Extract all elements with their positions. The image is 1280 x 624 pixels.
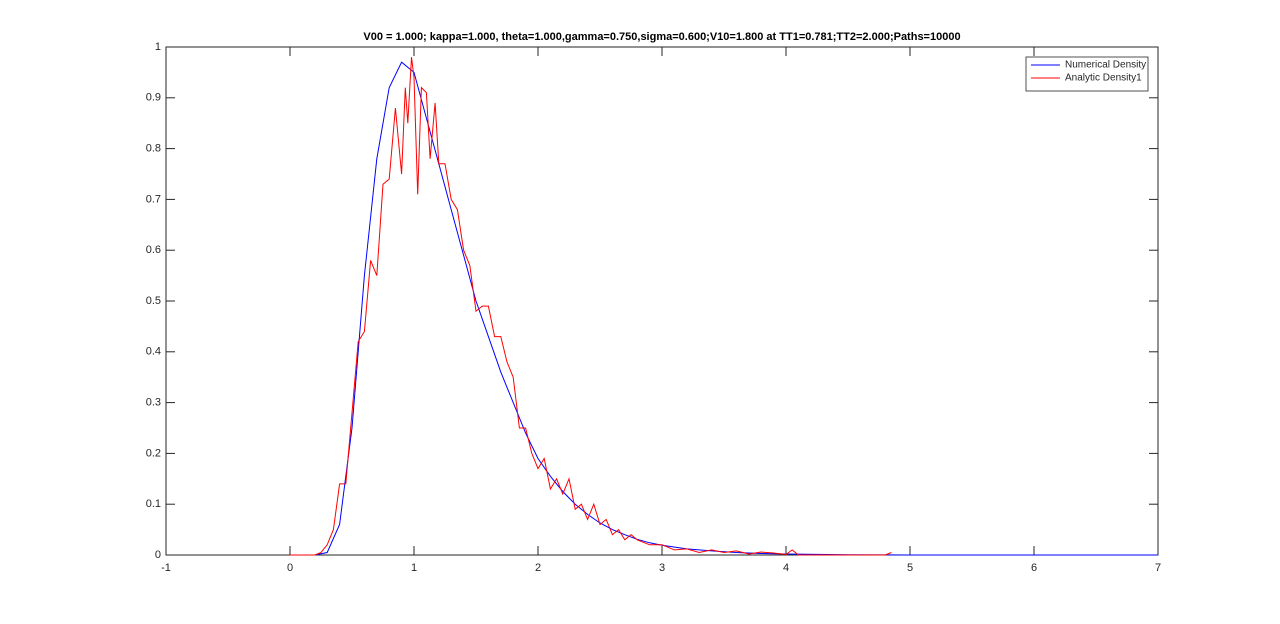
y-tick-label: 1 <box>155 41 161 53</box>
legend-label: Numerical Density <box>1065 60 1146 71</box>
data-line <box>290 57 892 556</box>
x-tick-label: 5 <box>907 562 913 574</box>
y-tick-label: 0.1 <box>146 498 161 510</box>
y-tick-label: 0.2 <box>146 447 161 459</box>
y-tick-label: 0.8 <box>146 143 161 155</box>
x-tick-label: 7 <box>1155 562 1161 574</box>
y-tick-label: 0.6 <box>146 244 161 256</box>
data-line <box>290 61 1158 556</box>
plot-frame <box>165 46 1159 556</box>
legend-label: Analytic Density1 <box>1065 73 1142 84</box>
x-tick-label: 4 <box>783 562 789 574</box>
legend: Numerical Density Analytic Density1 <box>1025 56 1149 92</box>
x-tick-label: 0 <box>287 562 293 574</box>
x-tick-label: -1 <box>161 562 171 574</box>
y-tick-label: 0.3 <box>146 397 161 409</box>
y-tick-label: 0.5 <box>146 295 161 307</box>
legend-box <box>1025 56 1149 92</box>
x-tick-label: 2 <box>535 562 541 574</box>
y-tick-label: 0 <box>155 549 161 561</box>
chart-title: V00 = 1.000; kappa=1.000, theta=1.000,ga… <box>363 31 960 43</box>
y-tick-label: 0.4 <box>146 346 161 358</box>
y-tick-label: 0.7 <box>146 193 161 205</box>
x-tick-label: 6 <box>1031 562 1037 574</box>
x-tick-label: 1 <box>411 562 417 574</box>
y-tick-label: 0.9 <box>146 92 161 104</box>
x-tick-label: 3 <box>659 562 665 574</box>
